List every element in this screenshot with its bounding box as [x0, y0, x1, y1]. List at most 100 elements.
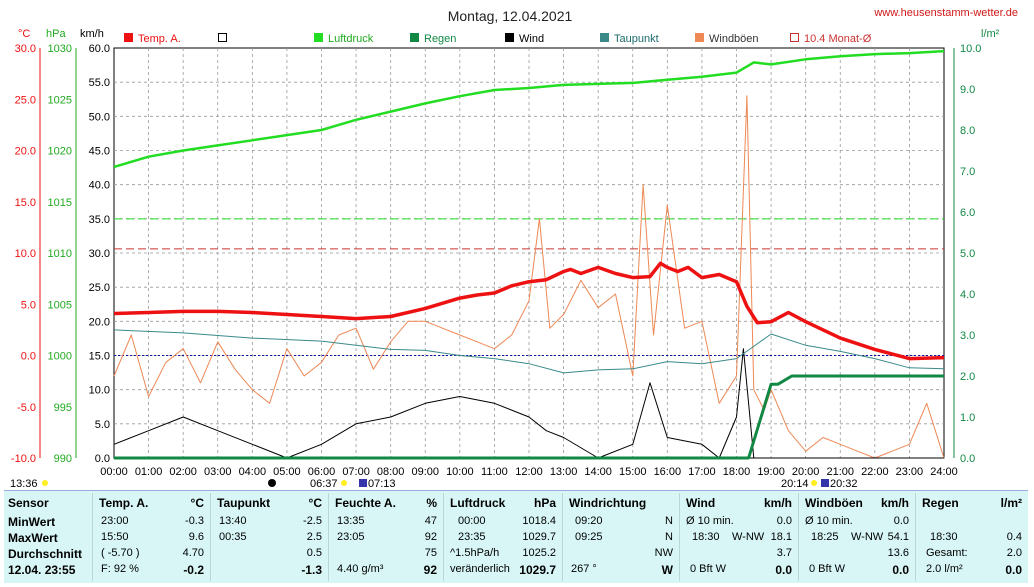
- humidity-header: Feuchte A.: [335, 496, 396, 510]
- rain-tick-label: 4.0: [960, 289, 975, 301]
- gust-max-time: 18:25: [811, 531, 839, 543]
- legend-swatch: [410, 33, 419, 42]
- temp-tick-label: 25.0: [15, 94, 36, 106]
- pressure-max-value: 1029.7: [522, 531, 556, 543]
- legend-label: Windböen: [709, 33, 759, 45]
- temp-tick-label: -5.0: [17, 402, 36, 414]
- pressure-avg-value: 1025.2: [522, 547, 556, 559]
- current-label: 12.04. 23:55: [8, 563, 76, 577]
- gust-current-note: 0 Bft W: [809, 563, 846, 575]
- wind-tick-label: 60.0: [89, 43, 110, 55]
- rain-current-value: 0.0: [1005, 563, 1022, 577]
- dewpoint-min-time: 13:40: [219, 515, 247, 527]
- weather-chart: Montag, 12.04.2021 www.heusenstamm-wette…: [10, 7, 1018, 490]
- humidity-min-time: 13:35: [337, 515, 365, 527]
- temp-tick-label: 30.0: [15, 43, 36, 55]
- sensor-header: Sensor: [8, 496, 49, 510]
- humidity-stats: Feuchte A. % 13:35 47 23:05 92 75 4.40 g…: [329, 491, 443, 583]
- dewpoint-min-value: -2.5: [303, 515, 322, 527]
- time-tick-label: 20:00: [792, 466, 820, 478]
- dewpoint-avg-value: 0.5: [306, 547, 322, 559]
- sunset-icon: [811, 480, 817, 486]
- legend-swatch: [505, 33, 514, 42]
- dewpoint-unit: °C: [308, 496, 322, 510]
- dewpoint-max-value: 2.5: [306, 531, 322, 543]
- rain-tick-label: 8.0: [960, 125, 975, 137]
- time-tick-label: 13:00: [550, 466, 578, 478]
- wind-current-note: 0 Bft W: [690, 563, 727, 575]
- gust-avg-value: 13.6: [887, 547, 909, 559]
- time-tick-label: 17:00: [688, 466, 716, 478]
- pressure-max-time: 23:35: [458, 531, 486, 543]
- time-tick-label: 04:00: [239, 466, 267, 478]
- temp-current-value: -0.2: [183, 563, 204, 577]
- time-tick-label: 19:00: [757, 466, 785, 478]
- direction-current-note: 267 °: [571, 563, 597, 575]
- pressure-tick-label: 1015: [48, 197, 72, 209]
- wind-tick-label: 35.0: [89, 214, 110, 226]
- legend-swatch: [124, 33, 133, 42]
- chart-title: Montag, 12.04.2021: [448, 8, 573, 24]
- rain-tick-label: 9.0: [960, 84, 975, 96]
- rain-tick-label: 3.0: [960, 330, 975, 342]
- website-link[interactable]: www.heusenstamm-wetter.de: [873, 7, 1018, 19]
- wind-tick-label: 55.0: [89, 77, 110, 89]
- rain-header: Regen: [922, 496, 959, 510]
- wind-unit: km/h: [763, 496, 792, 510]
- axis-labels: 30.0 25.0 20.0 15.0 10.0 5.0 0.0 -5.0 -10.0 1030 1…: [11, 43, 982, 478]
- temp-unit-label: °C: [18, 28, 30, 40]
- wind-min-value: 0.0: [776, 515, 792, 527]
- legend-label: Wind: [519, 33, 544, 45]
- legend-swatch: [218, 33, 227, 42]
- temp-header: Temp. A.: [99, 496, 149, 510]
- series-line: [114, 374, 944, 460]
- time-tick-label: 16:00: [654, 466, 682, 478]
- temp-stats: Temp. A. °C 23:00 -0.3 15:50 9.6 ( -5.70…: [93, 491, 210, 583]
- temp-avg-value: 4.70: [182, 547, 204, 559]
- direction-avg-value: NW: [654, 547, 673, 559]
- time-tick-label: 23:00: [896, 466, 924, 478]
- rain-tick-label: 0.0: [960, 453, 975, 465]
- humidity-min-value: 47: [424, 515, 437, 527]
- humidity-current-value: 92: [423, 563, 437, 577]
- pressure-unit-label: hPa: [46, 28, 66, 40]
- series-line: [113, 49, 945, 169]
- pressure-stats: Luftdruck hPa 00:00 1018.4 23:35 1029.7 …: [444, 491, 562, 583]
- grid-lines: [114, 48, 944, 458]
- sun-events: 13:36 06:37 07:13 20:14 20:32: [10, 478, 858, 490]
- pressure-tick-label: 1030: [48, 43, 72, 55]
- rain-tick-label: 2.0: [960, 371, 975, 383]
- gust-stats: Windböen km/h Ø 10 min. 0.0 18:25 W-NW 5…: [799, 491, 915, 583]
- rain-total-label: Gesamt:: [926, 547, 968, 559]
- max-label: MaxWert: [8, 531, 58, 545]
- pressure-tick-label: 995: [54, 402, 72, 414]
- wind-unit-label: km/h: [80, 28, 104, 40]
- pressure-min-value: 1018.4: [522, 515, 556, 527]
- legend-swatch: [600, 33, 609, 42]
- sunset-time-b: 20:32: [830, 478, 858, 490]
- temp-current-note: F: 92 %: [101, 563, 139, 575]
- twilight-icon-a: [359, 479, 367, 487]
- time-tick-label: 03:00: [204, 466, 232, 478]
- wind-tick-label: 5.0: [95, 419, 110, 431]
- avg-label: Durchschnitt: [8, 547, 83, 561]
- time-tick-label: 10:00: [446, 466, 474, 478]
- direction-max-value: N: [665, 531, 673, 543]
- pressure-unit: hPa: [533, 496, 556, 510]
- time-tick-label: 11:00: [481, 466, 508, 478]
- wind-tick-label: 0.0: [95, 453, 110, 465]
- time-tick-label: 15:00: [619, 466, 647, 478]
- rain-tick-label: 6.0: [960, 207, 975, 219]
- dewpoint-header: Taupunkt: [217, 496, 271, 510]
- gust-unit: km/h: [880, 496, 909, 510]
- twilight-icon-b: [821, 479, 829, 487]
- sunset-time-a: 20:14: [781, 478, 809, 490]
- time-tick-label: 08:00: [377, 466, 405, 478]
- pressure-header: Luftdruck: [450, 496, 506, 510]
- wind-tick-label: 15.0: [89, 351, 110, 363]
- wind-tick-label: 10.0: [89, 385, 110, 397]
- legend-label: Temp. A.: [138, 33, 181, 45]
- direction-min-value: N: [665, 515, 673, 527]
- legend-swatch: [790, 33, 799, 42]
- time-tick-label: 18:00: [723, 466, 751, 478]
